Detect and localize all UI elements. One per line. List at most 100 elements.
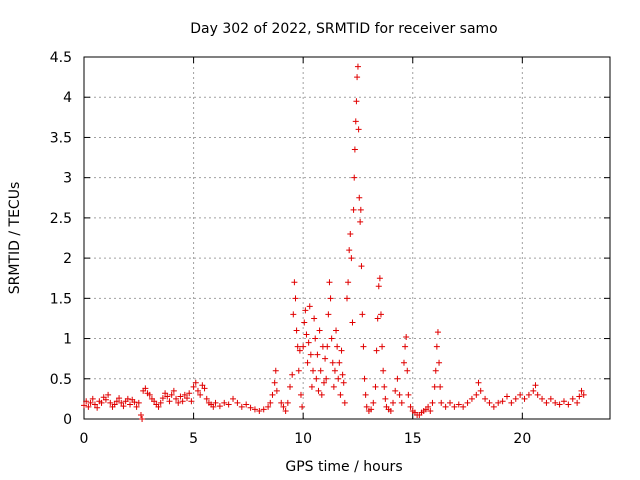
- data-point: [81, 402, 87, 409]
- y-tick-label: 0.5: [50, 372, 72, 388]
- data-point: [376, 275, 383, 282]
- data-point: [308, 383, 315, 390]
- data-point: [157, 399, 164, 406]
- data-point: [530, 387, 537, 394]
- data-point: [329, 359, 336, 366]
- data-point: [293, 327, 300, 334]
- data-point: [192, 379, 199, 386]
- data-point: [166, 398, 173, 405]
- data-point: [565, 401, 572, 408]
- data-point: [396, 391, 403, 398]
- data-point: [146, 391, 153, 398]
- data-point: [273, 387, 280, 394]
- data-point: [197, 391, 204, 398]
- data-point: [356, 194, 363, 201]
- data-point: [490, 403, 497, 410]
- data-point: [328, 335, 335, 342]
- data-point: [398, 399, 405, 406]
- y-tick-label: 1: [63, 332, 72, 348]
- data-point: [199, 382, 206, 389]
- data-point: [447, 399, 454, 406]
- data-point: [323, 375, 330, 382]
- data-point: [272, 367, 279, 374]
- data-point: [508, 399, 515, 406]
- data-point: [201, 385, 208, 392]
- data-point: [299, 403, 306, 410]
- data-point: [576, 393, 583, 400]
- x-axis-label: GPS time / hours: [285, 459, 402, 475]
- data-point: [358, 263, 365, 270]
- data-point: [354, 74, 361, 81]
- data-point: [521, 395, 528, 402]
- data-point: [580, 391, 587, 398]
- data-point: [234, 399, 241, 406]
- data-point: [349, 319, 356, 326]
- data-point: [175, 399, 182, 406]
- data-point: [495, 399, 502, 406]
- data-point: [512, 395, 519, 402]
- data-point: [177, 393, 184, 400]
- data-point: [194, 387, 201, 394]
- data-point: [164, 393, 171, 400]
- data-point: [127, 401, 134, 408]
- data-point: [133, 403, 140, 410]
- data-point: [334, 343, 341, 350]
- data-point: [247, 404, 254, 411]
- data-point: [271, 379, 278, 386]
- data-point: [368, 406, 375, 413]
- y-tick-label: 4: [63, 90, 72, 106]
- data-point: [135, 399, 142, 406]
- data-point: [102, 396, 109, 403]
- x-tick-label: 15: [404, 431, 422, 447]
- data-point: [351, 174, 358, 181]
- data-point: [339, 371, 346, 378]
- data-point: [464, 399, 471, 406]
- data-point: [297, 391, 304, 398]
- data-point: [370, 399, 377, 406]
- data-point: [427, 407, 434, 414]
- data-point: [324, 343, 331, 350]
- data-point: [162, 390, 169, 397]
- chart-title: Day 302 of 2022, SRMTID for receiver sam…: [190, 21, 498, 37]
- data-point: [292, 295, 299, 302]
- data-point: [338, 347, 345, 354]
- data-point: [361, 375, 368, 382]
- data-point: [314, 351, 321, 358]
- data-point: [402, 343, 409, 350]
- data-point: [85, 403, 92, 410]
- data-point: [94, 404, 101, 411]
- data-point: [429, 399, 436, 406]
- data-point: [475, 379, 482, 386]
- data-point: [287, 383, 294, 390]
- data-point: [280, 403, 287, 410]
- data-point: [363, 403, 370, 410]
- data-point: [300, 343, 307, 350]
- data-point: [216, 403, 223, 410]
- data-point: [355, 126, 362, 133]
- data-point: [360, 343, 367, 350]
- data-point: [560, 398, 567, 405]
- data-point: [436, 359, 443, 366]
- data-point: [230, 395, 237, 402]
- data-point: [315, 387, 322, 394]
- data-point: [344, 295, 350, 302]
- data-point: [482, 395, 489, 402]
- data-point: [98, 399, 105, 406]
- y-tick-label: 4.5: [50, 50, 72, 66]
- data-point: [433, 343, 440, 350]
- data-point: [400, 359, 407, 366]
- data-point: [212, 399, 219, 406]
- data-point: [336, 359, 343, 366]
- data-point: [374, 315, 381, 322]
- y-tick-label: 1.5: [50, 291, 72, 307]
- data-point: [425, 403, 432, 410]
- data-point: [347, 230, 354, 237]
- data-point: [569, 395, 576, 402]
- data-point: [159, 395, 166, 402]
- data-point: [295, 367, 302, 374]
- data-point: [151, 398, 158, 405]
- data-point: [155, 403, 162, 410]
- data-point: [517, 391, 524, 398]
- data-point: [107, 399, 114, 406]
- data-point: [83, 398, 90, 405]
